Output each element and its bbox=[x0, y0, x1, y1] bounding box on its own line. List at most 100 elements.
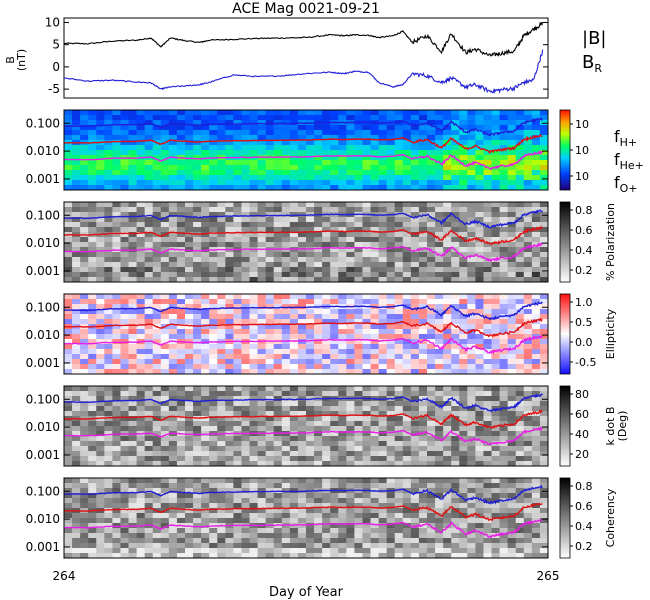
spectrogram-cell bbox=[459, 155, 468, 161]
spectrogram-cell bbox=[80, 538, 89, 544]
spectrogram-cell bbox=[507, 212, 517, 218]
spectrogram-cell bbox=[88, 391, 97, 397]
spectrogram-cell bbox=[96, 135, 105, 141]
spectrogram-cell bbox=[531, 247, 541, 253]
spectrogram-cell bbox=[451, 451, 460, 457]
spectrogram-cell bbox=[346, 170, 355, 176]
spectrogram-cell bbox=[144, 493, 154, 499]
spectrogram-cell bbox=[201, 252, 210, 258]
spectrogram-cell bbox=[402, 309, 412, 315]
spectrogram-cell bbox=[209, 354, 218, 360]
spectrogram-cell bbox=[314, 314, 323, 320]
spectrogram-cell bbox=[370, 202, 379, 208]
spectrogram-cell bbox=[427, 217, 436, 223]
spectrogram-cell bbox=[152, 411, 162, 417]
spectrogram-cell bbox=[410, 446, 420, 452]
spectrogram-cell bbox=[499, 304, 509, 310]
spectrogram-cell bbox=[265, 478, 275, 484]
spectrogram-cell bbox=[233, 359, 242, 365]
spectrogram-cell bbox=[225, 364, 234, 370]
spectrogram-cell bbox=[322, 140, 331, 146]
spectrogram-cell bbox=[265, 125, 275, 131]
spectrogram-cell bbox=[427, 446, 436, 452]
spectrogram-cell bbox=[72, 488, 81, 494]
spectrogram-cell bbox=[297, 324, 307, 330]
spectrogram-cell bbox=[394, 386, 404, 392]
spectrogram-cell bbox=[306, 421, 315, 427]
spectrogram-cell bbox=[120, 329, 129, 335]
spectrogram-cell bbox=[435, 488, 444, 494]
spectrogram-cell bbox=[451, 329, 460, 335]
spectrogram-cell bbox=[402, 503, 412, 509]
spectrogram-cell bbox=[209, 217, 218, 223]
spectrogram-cell bbox=[467, 155, 476, 161]
spectrogram-cell bbox=[152, 538, 162, 544]
spectrogram-cell bbox=[249, 267, 258, 273]
spectrogram-cell bbox=[443, 461, 452, 466]
legend-BR: BR bbox=[582, 52, 602, 75]
spectrogram-cell bbox=[467, 277, 476, 282]
spectrogram-cell bbox=[459, 232, 468, 238]
spectrogram-cell bbox=[289, 451, 299, 457]
spectrogram-cell bbox=[443, 115, 452, 121]
spectrogram-cell bbox=[289, 130, 299, 136]
spectrogram-cell bbox=[209, 456, 218, 462]
spectrogram-cell bbox=[273, 441, 283, 447]
spectrogram-cell bbox=[418, 391, 428, 397]
spectrogram-cell bbox=[273, 277, 283, 282]
spectrogram-cell bbox=[483, 145, 492, 151]
spectrogram-cell bbox=[297, 451, 307, 457]
spectrogram-cell bbox=[427, 222, 436, 228]
spectrogram-cell bbox=[410, 130, 420, 136]
spectrogram-cell bbox=[297, 508, 307, 514]
spectrogram-cell bbox=[507, 349, 517, 355]
spectrogram-cell bbox=[523, 309, 533, 315]
spectrogram-cell bbox=[499, 252, 509, 258]
spectrogram-cell bbox=[185, 461, 194, 466]
spectrogram-cell bbox=[168, 401, 178, 407]
spectrogram-cell bbox=[435, 426, 444, 432]
spectrogram-cell bbox=[362, 518, 371, 524]
spectrogram-cell bbox=[507, 339, 517, 345]
spectrogram-cell bbox=[201, 528, 210, 534]
spectrogram-cell bbox=[64, 267, 73, 273]
spectrogram-cell bbox=[362, 262, 371, 268]
spectrogram-cell bbox=[394, 309, 404, 315]
spectrogram-cell bbox=[483, 488, 492, 494]
spectrogram-cell bbox=[289, 483, 299, 489]
spectrogram-cell bbox=[531, 369, 541, 374]
spectrogram-cell bbox=[435, 324, 444, 330]
spectrogram-cell bbox=[96, 349, 105, 355]
spectrogram-cell bbox=[281, 304, 291, 310]
spectrogram-cell bbox=[289, 364, 299, 370]
spectrogram-cell bbox=[152, 175, 162, 181]
spectrogram-cell bbox=[168, 329, 178, 335]
spectrogram-cell bbox=[410, 329, 420, 335]
spectrogram-cell bbox=[273, 207, 283, 213]
spectrogram-cell bbox=[306, 493, 315, 499]
spectrogram-cell bbox=[346, 391, 355, 397]
spectrogram-cell bbox=[120, 272, 129, 278]
spectrogram-cell bbox=[104, 533, 113, 539]
spectrogram-cell bbox=[346, 493, 355, 499]
spectrogram-cell bbox=[378, 135, 388, 141]
spectrogram-cell bbox=[539, 488, 548, 494]
spectrogram-cell bbox=[394, 478, 404, 484]
spectrogram-cell bbox=[72, 110, 81, 116]
spectrogram-cell bbox=[144, 252, 154, 258]
spectrogram-cell bbox=[435, 349, 444, 355]
spectrogram-cell bbox=[201, 508, 210, 514]
spectrogram-cell bbox=[209, 406, 218, 412]
spectrogram-cell bbox=[354, 426, 363, 432]
spectrogram-cell bbox=[483, 369, 492, 374]
spectrogram-cell bbox=[354, 421, 363, 427]
spectrogram-cell bbox=[265, 406, 275, 412]
spectrogram-cell bbox=[64, 299, 73, 305]
spectrogram-cell bbox=[314, 155, 323, 161]
spectrogram-cell bbox=[112, 396, 121, 402]
spectrogram-cell bbox=[427, 436, 436, 442]
spectrogram-cell bbox=[427, 309, 436, 315]
spectrogram-cell bbox=[201, 110, 210, 116]
spectrogram-cell bbox=[523, 145, 533, 151]
spectrogram-cell bbox=[249, 451, 258, 457]
